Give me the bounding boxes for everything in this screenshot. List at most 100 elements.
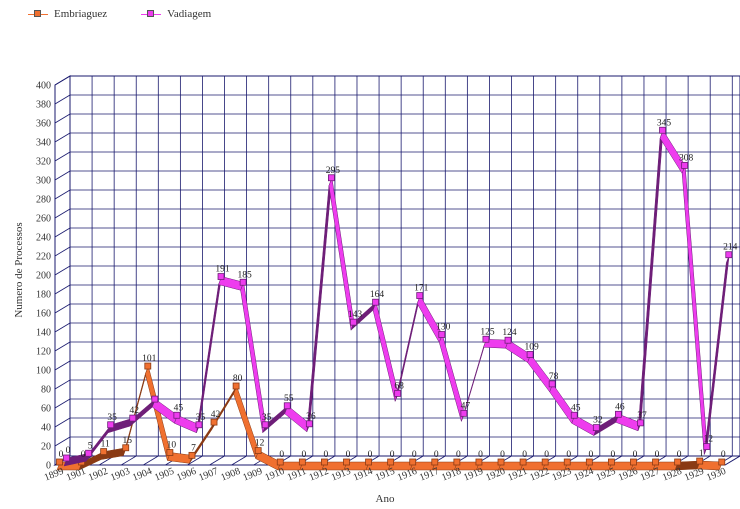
series-1-point [305, 420, 313, 428]
series-1-data-label: 35 [262, 413, 272, 423]
series-0-point [409, 458, 417, 466]
y-gridline-side [54, 227, 71, 238]
y-gridline-side [54, 265, 71, 276]
series-1-data-label: 308 [679, 153, 694, 163]
series-0-segment [696, 460, 723, 471]
series-1-segment [703, 254, 730, 455]
y-tick-label: 80 [41, 385, 51, 396]
series-1-point [703, 443, 711, 451]
y-tick-label: 100 [36, 366, 51, 377]
x-tick-label: 1910 [263, 466, 286, 484]
series-0-data-label: 0 [301, 450, 306, 460]
series-0-point [188, 451, 196, 459]
series-1-point [283, 402, 291, 410]
series-1-data-label: 130 [436, 323, 451, 333]
y-tick-label: 120 [36, 347, 51, 358]
series-1-data-label: 55 [284, 394, 294, 404]
series-0-data-label: 1 [699, 449, 704, 459]
y-tick-label: 240 [36, 233, 51, 244]
series-1-data-label: 0 [66, 446, 71, 456]
series-0-data-label: 0 [522, 450, 527, 460]
series-1-data-label: 109 [524, 342, 539, 352]
series-1-point [438, 331, 446, 338]
series-0-point [585, 458, 593, 466]
series-1-point [328, 174, 335, 182]
y-tick-label: 320 [36, 157, 51, 168]
series-1-point [195, 421, 203, 429]
series-0-point [541, 458, 549, 466]
legend-marker-embriaguez [34, 9, 41, 17]
y-gridline-side [54, 379, 71, 390]
y-gridline-side [54, 417, 71, 428]
series-1-point [592, 424, 600, 432]
series-1-point [151, 395, 159, 403]
series-1-point [416, 292, 424, 299]
series-0-data-label: 0 [588, 450, 593, 460]
y-tick-label: 360 [36, 119, 51, 130]
series-0-data-label: 0 [412, 450, 417, 460]
series-1-point [129, 414, 137, 422]
series-0-data-label: 42 [211, 410, 221, 420]
series-1-point [350, 318, 357, 326]
series-0-point [674, 458, 682, 466]
y-gridline-side [54, 303, 71, 314]
series-1-data-label: 12 [703, 435, 713, 445]
series-1-data-label: 47 [461, 401, 471, 411]
series-0-point [298, 458, 306, 466]
legend-label-vadiagem: Vadiagem [167, 8, 212, 20]
series-1-data-label: 171 [414, 284, 429, 294]
series-1-point [85, 449, 92, 457]
y-tick-label: 380 [36, 100, 51, 111]
series-1-point [614, 410, 622, 418]
series-1-point [107, 421, 115, 429]
series-0-data-label: 0 [478, 450, 483, 460]
series-0-point [122, 444, 130, 452]
legend-item-vadiagem[interactable]: Vadiagem [141, 8, 211, 20]
y-tick-label: 300 [36, 176, 51, 187]
y-tick-label: 340 [36, 138, 51, 149]
y-gridline-side [54, 284, 71, 295]
series-1-point [173, 411, 181, 419]
series-0-point [232, 382, 240, 390]
series-0-data-label: 11 [101, 440, 110, 450]
series-0-data-label: 0 [59, 450, 64, 460]
y-tick-label: 160 [36, 309, 51, 320]
series-0-data-label: 0 [544, 450, 549, 460]
series-1-data-label: 46 [615, 402, 625, 412]
series-0-point [431, 458, 439, 466]
y-gridline-side [54, 246, 71, 257]
y-tick-label: 280 [36, 195, 51, 206]
series-1-data-label: 32 [593, 416, 603, 426]
series-0-point [718, 458, 726, 466]
x-tick-label: 1908 [219, 466, 242, 484]
series-0-data-label: 12 [255, 439, 265, 449]
series-1-point [372, 298, 379, 306]
y-gridline-side [54, 132, 71, 143]
series-1-point [570, 411, 578, 419]
series-1-point [548, 380, 556, 388]
y-gridline-side [54, 94, 71, 105]
series-1-point [394, 389, 402, 397]
y-gridline-side [54, 398, 71, 409]
series-1-point [261, 421, 269, 429]
series-1-point [239, 278, 247, 286]
series-1-data-label: 191 [215, 265, 230, 275]
series-1-data-label: 5 [88, 441, 93, 451]
series-0-point [696, 457, 704, 465]
legend-marker-vadiagem [147, 9, 155, 17]
series-1-data-label: 42 [129, 406, 139, 416]
legend-item-embriaguez[interactable]: Embriaguez [28, 8, 107, 20]
series-0-point [652, 458, 659, 466]
y-gridline-side [54, 208, 71, 219]
y-gridline-side [54, 189, 71, 200]
series-0-data-label: 0 [368, 450, 373, 460]
series-1-point [460, 409, 468, 417]
y-gridline-side [54, 341, 71, 352]
series-0-data-label: 0 [721, 450, 726, 460]
series-0-data-label: 7 [191, 443, 196, 453]
series-1-data-label: 78 [549, 372, 559, 382]
y-tick-label: 220 [36, 252, 51, 263]
series-1-data-label: 125 [480, 327, 495, 337]
series-0-point [276, 458, 284, 466]
